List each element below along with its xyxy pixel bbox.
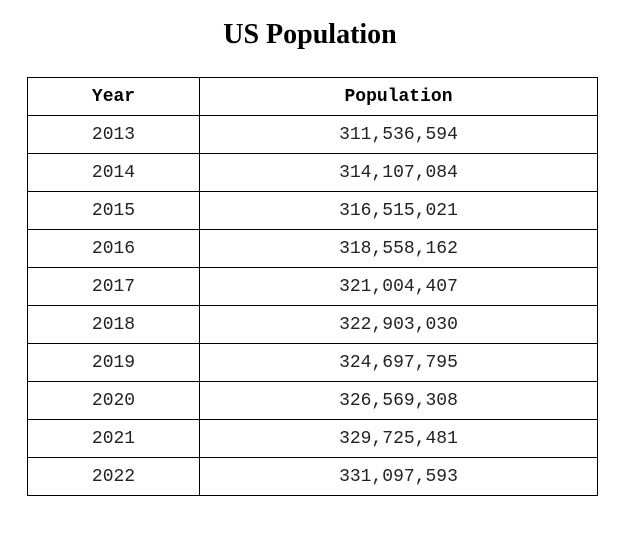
population-cell: 321,004,407 (199, 267, 598, 306)
population-cell: 331,097,593 (199, 457, 598, 496)
table-header-row: Year Population (27, 77, 598, 116)
table-row: 2013 311,536,594 (27, 115, 598, 154)
population-cell: 322,903,030 (199, 305, 598, 344)
table-row: 2022 331,097,593 (27, 457, 598, 496)
year-cell: 2017 (27, 267, 200, 306)
table-row: 2019 324,697,795 (27, 343, 598, 382)
population-cell: 314,107,084 (199, 153, 598, 192)
population-cell: 316,515,021 (199, 191, 598, 230)
table-row: 2017 321,004,407 (27, 267, 598, 306)
population-cell: 311,536,594 (199, 115, 598, 154)
year-cell: 2014 (27, 153, 200, 192)
year-cell: 2022 (27, 457, 200, 496)
population-cell: 318,558,162 (199, 229, 598, 268)
year-cell: 2013 (27, 115, 200, 154)
year-cell: 2020 (27, 381, 200, 420)
population-cell: 329,725,481 (199, 419, 598, 458)
year-cell: 2021 (27, 419, 200, 458)
column-header-year: Year (27, 77, 200, 116)
table-row: 2015 316,515,021 (27, 191, 598, 230)
table-row: 2018 322,903,030 (27, 305, 598, 344)
column-header-population: Population (199, 77, 598, 116)
year-cell: 2016 (27, 229, 200, 268)
table-row: 2016 318,558,162 (27, 229, 598, 268)
population-cell: 326,569,308 (199, 381, 598, 420)
page-title: US Population (223, 19, 397, 50)
year-cell: 2019 (27, 343, 200, 382)
year-cell: 2015 (27, 191, 200, 230)
population-table: Year Population 2013 311,536,594 2014 31… (27, 77, 598, 496)
year-cell: 2018 (27, 305, 200, 344)
table-row: 2020 326,569,308 (27, 381, 598, 420)
table-row: 2014 314,107,084 (27, 153, 598, 192)
population-cell: 324,697,795 (199, 343, 598, 382)
table-row: 2021 329,725,481 (27, 419, 598, 458)
